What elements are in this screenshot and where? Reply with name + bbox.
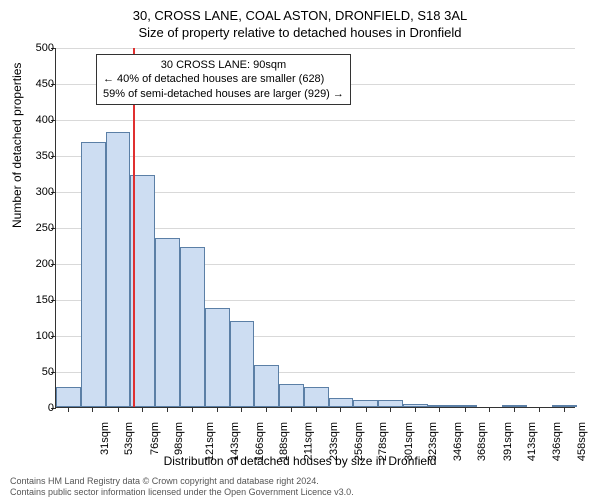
y-axis-title: Number of detached properties bbox=[10, 63, 24, 228]
histogram-bar bbox=[304, 387, 329, 407]
footer-attribution: Contains HM Land Registry data © Crown c… bbox=[10, 476, 590, 498]
x-tick-mark bbox=[68, 407, 69, 412]
y-tick-label: 150 bbox=[24, 294, 54, 306]
histogram-bar bbox=[353, 400, 378, 407]
chart-area: 05010015020025030035040045050031sqm53sqm… bbox=[55, 48, 575, 408]
x-tick-mark bbox=[167, 407, 168, 412]
x-tick-mark bbox=[217, 407, 218, 412]
y-tick-label: 450 bbox=[24, 78, 54, 90]
x-tick-mark bbox=[118, 407, 119, 412]
x-tick-mark bbox=[92, 407, 93, 412]
y-tick-label: 250 bbox=[24, 222, 54, 234]
histogram-bar bbox=[205, 308, 230, 407]
histogram-bar bbox=[254, 365, 279, 407]
chart-title-sub: Size of property relative to detached ho… bbox=[0, 23, 600, 40]
x-tick-mark bbox=[316, 407, 317, 412]
plot-region: 05010015020025030035040045050031sqm53sqm… bbox=[55, 48, 575, 408]
x-tick-label: 31sqm bbox=[99, 422, 111, 455]
histogram-bar bbox=[56, 387, 81, 407]
histogram-bar bbox=[81, 142, 106, 407]
x-tick-mark bbox=[489, 407, 490, 412]
histogram-bar bbox=[106, 132, 131, 407]
histogram-bar bbox=[180, 247, 205, 407]
footer-line2: Contains public sector information licen… bbox=[10, 487, 590, 498]
x-tick-mark bbox=[439, 407, 440, 412]
y-tick-label: 0 bbox=[24, 402, 54, 414]
annotation-box: 30 CROSS LANE: 90sqm← 40% of detached ho… bbox=[96, 54, 351, 105]
y-tick-label: 200 bbox=[24, 258, 54, 270]
y-tick-label: 100 bbox=[24, 330, 54, 342]
x-tick-label: 98sqm bbox=[173, 422, 185, 455]
histogram-bar bbox=[329, 398, 354, 407]
histogram-bar bbox=[378, 400, 403, 407]
x-tick-mark bbox=[390, 407, 391, 412]
x-axis-title: Distribution of detached houses by size … bbox=[0, 454, 600, 468]
y-tick-label: 400 bbox=[24, 114, 54, 126]
y-tick-label: 300 bbox=[24, 186, 54, 198]
x-tick-mark bbox=[514, 407, 515, 412]
x-tick-mark bbox=[539, 407, 540, 412]
histogram-bar bbox=[230, 321, 255, 407]
x-tick-mark bbox=[340, 407, 341, 412]
x-tick-mark bbox=[266, 407, 267, 412]
y-tick-label: 500 bbox=[24, 42, 54, 54]
chart-title-main: 30, CROSS LANE, COAL ASTON, DRONFIELD, S… bbox=[0, 0, 600, 23]
y-tick-label: 50 bbox=[24, 366, 54, 378]
x-tick-mark bbox=[291, 407, 292, 412]
x-tick-label: 53sqm bbox=[123, 422, 135, 455]
histogram-bar bbox=[279, 384, 304, 407]
x-tick-mark bbox=[142, 407, 143, 412]
histogram-bar bbox=[155, 238, 180, 407]
x-tick-mark bbox=[564, 407, 565, 412]
y-tick-label: 350 bbox=[24, 150, 54, 162]
x-tick-mark bbox=[415, 407, 416, 412]
annotation-line: ← 40% of detached houses are smaller (62… bbox=[103, 72, 344, 86]
x-tick-mark bbox=[192, 407, 193, 412]
x-tick-mark bbox=[241, 407, 242, 412]
x-tick-mark bbox=[366, 407, 367, 412]
x-tick-mark bbox=[465, 407, 466, 412]
annotation-line: 30 CROSS LANE: 90sqm bbox=[103, 58, 344, 72]
footer-line1: Contains HM Land Registry data © Crown c… bbox=[10, 476, 590, 487]
annotation-line: 59% of semi-detached houses are larger (… bbox=[103, 87, 344, 101]
x-tick-label: 76sqm bbox=[149, 422, 161, 455]
